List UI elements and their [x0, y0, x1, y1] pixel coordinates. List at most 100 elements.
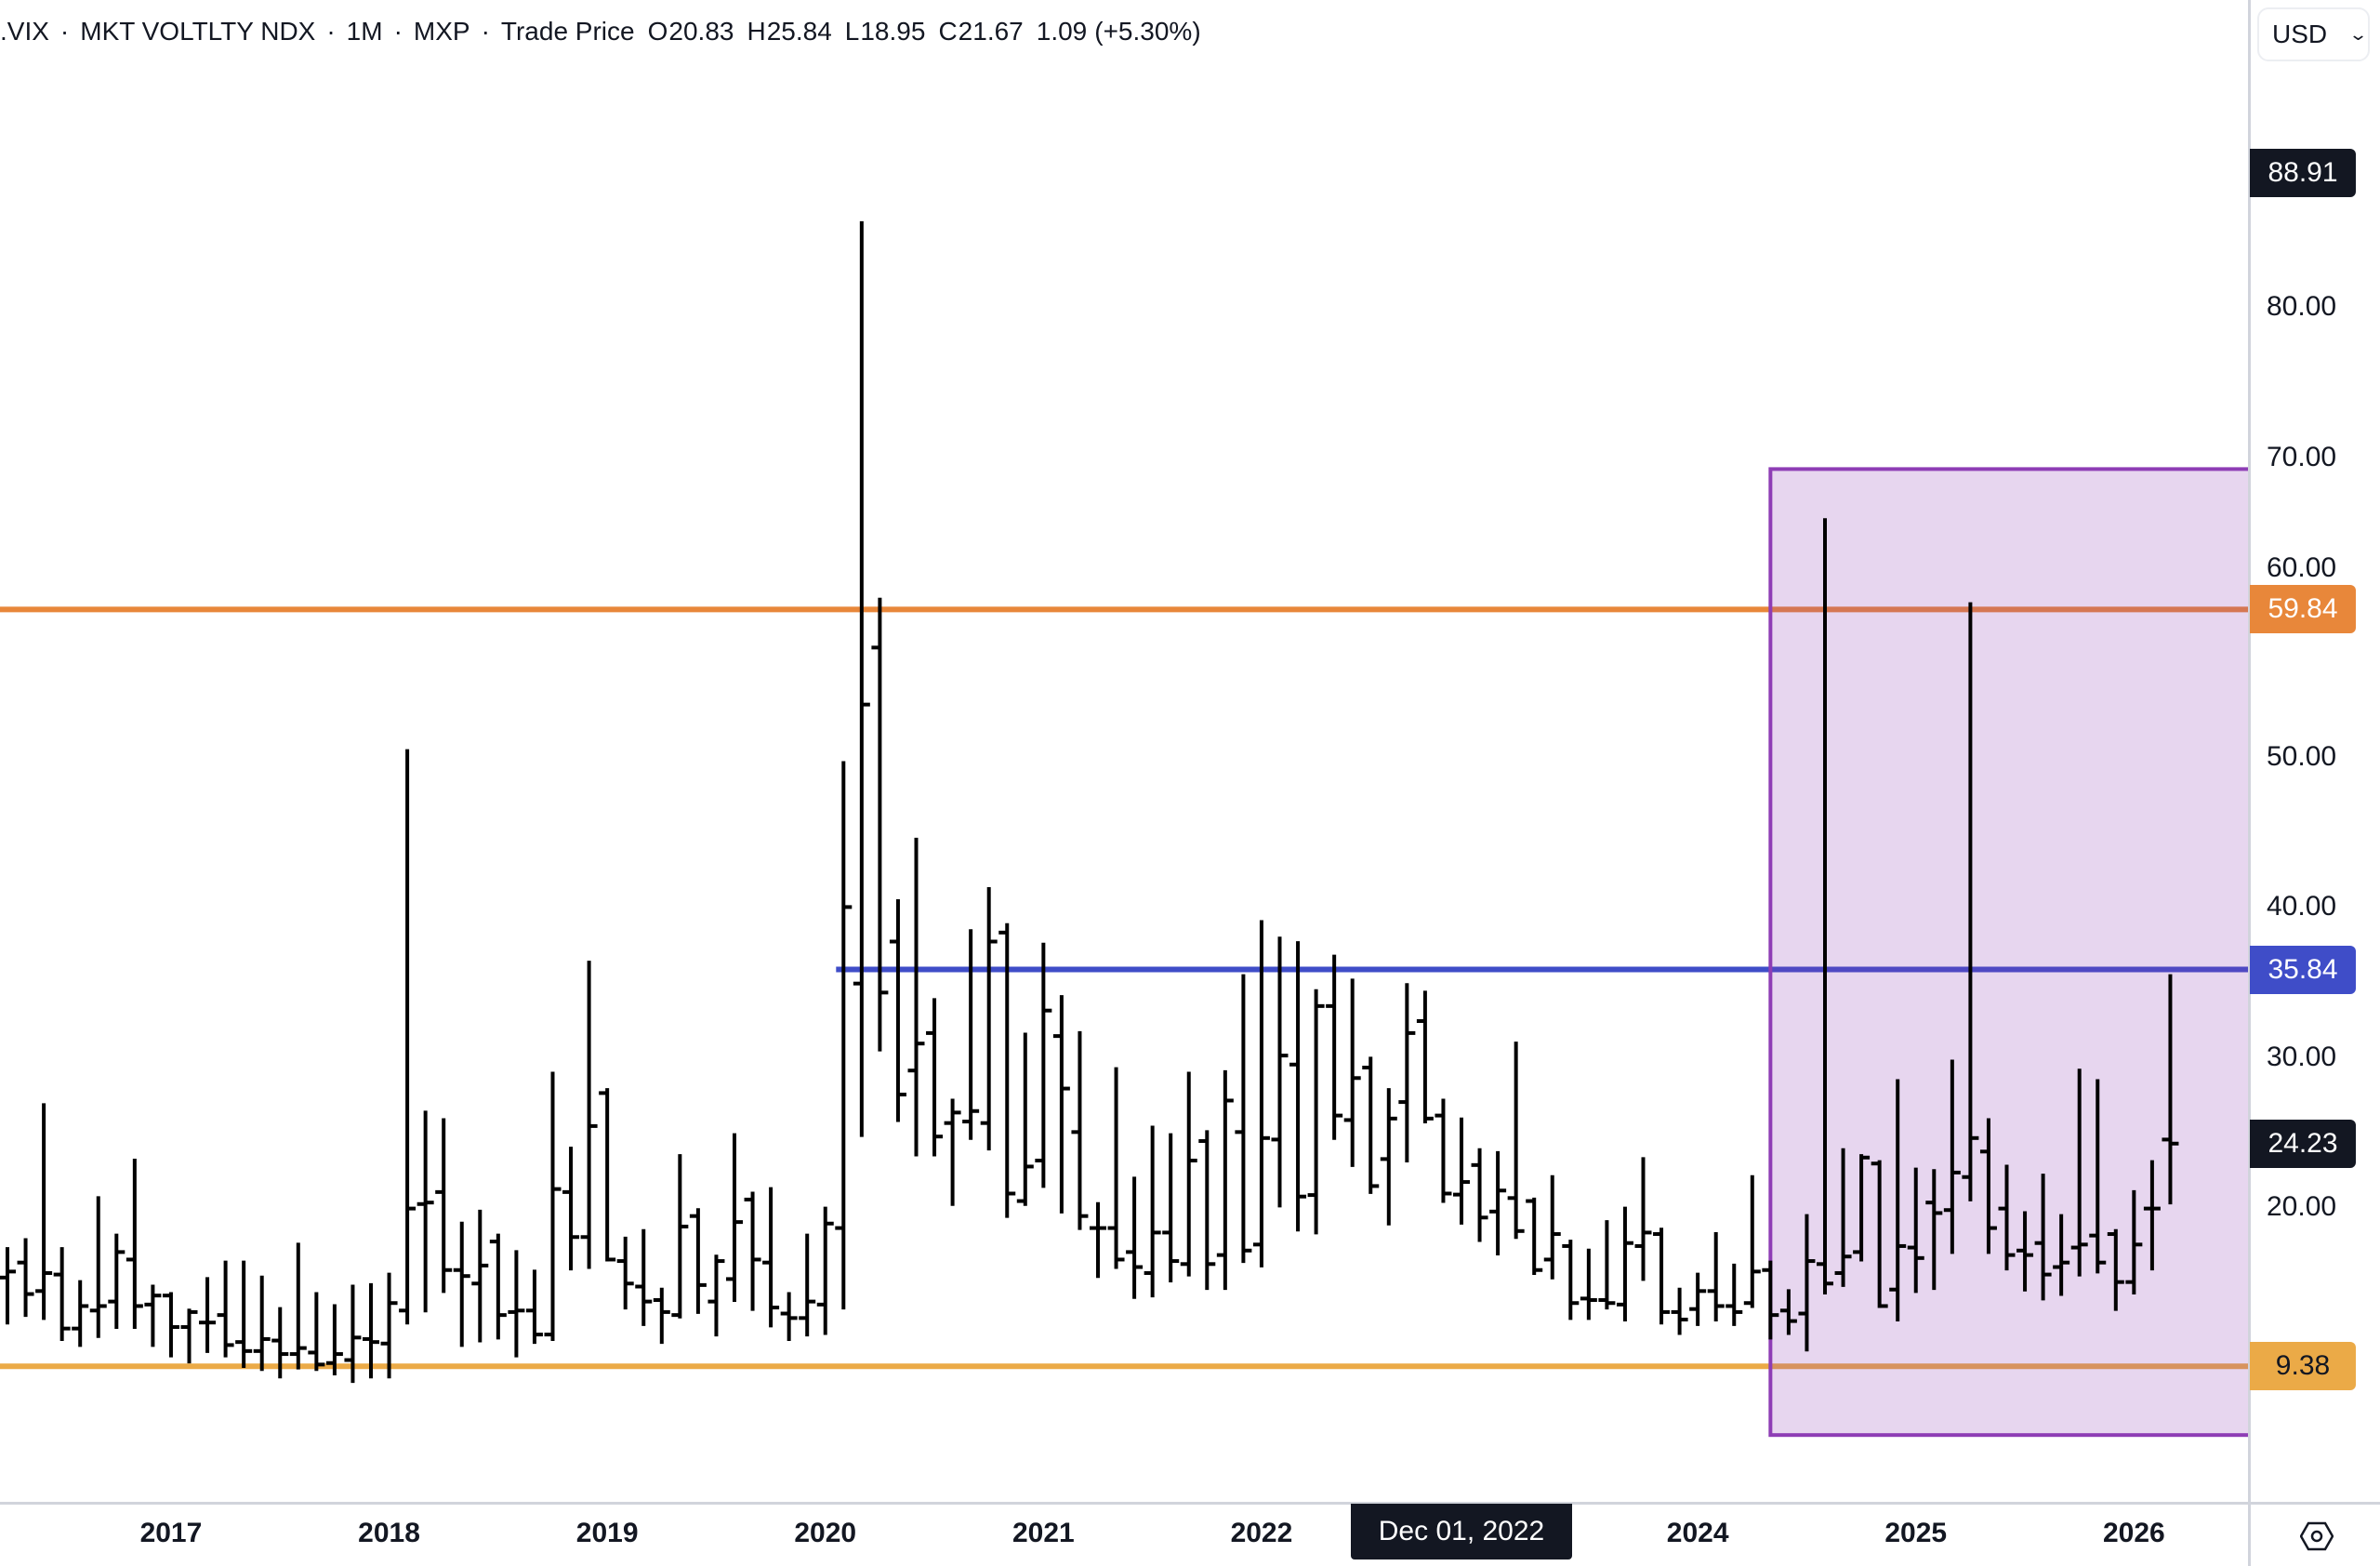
- time-tick-label: 2025: [1884, 1518, 1948, 1548]
- ohlc-bar: [1671, 1287, 1688, 1335]
- ohlc-bar: [108, 1233, 126, 1330]
- ohlc-bar: [89, 1196, 107, 1338]
- ohlc-bar: [235, 1260, 253, 1368]
- time-tick-label: 2022: [1230, 1518, 1293, 1548]
- ohlc-bar: [1144, 1125, 1161, 1298]
- ohlc-bar: [1326, 954, 1343, 1140]
- ohlc-bar: [1889, 1079, 1907, 1321]
- ohlc-close: C21.67: [938, 17, 1024, 46]
- ohlc-bar: [1689, 1272, 1707, 1326]
- ohlc-bar: [1435, 1098, 1452, 1203]
- ohlc-bar: [1798, 1214, 1816, 1352]
- ohlc-bar: [980, 887, 998, 1151]
- ohlc-bar: [525, 1269, 543, 1345]
- ohlc-bar: [2016, 1211, 2034, 1292]
- currency-button[interactable]: USD ⌄: [2257, 7, 2370, 61]
- ohlc-bar: [780, 1292, 798, 1341]
- ohlc-bar: [1398, 983, 1416, 1162]
- time-tick-label: 2019: [575, 1518, 639, 1548]
- ohlc-bar: [2107, 1228, 2124, 1311]
- ohlc-bar: [217, 1260, 234, 1358]
- time-tick-label: 2024: [1666, 1518, 1729, 1548]
- ohlc-bar: [380, 1272, 398, 1379]
- price-tag: 24.23: [2250, 1119, 2356, 1168]
- ohlc-bar: [1707, 1232, 1725, 1321]
- ohlc-bar: [1343, 978, 1361, 1167]
- ohlc-low: L18.95: [844, 17, 926, 46]
- time-axis[interactable]: [0, 1502, 2380, 1566]
- ohlc-bar: [653, 1287, 670, 1345]
- ohlc-bar: [1543, 1174, 1561, 1280]
- ohlc-bar: [2034, 1174, 2052, 1301]
- ohlc-bar: [144, 1284, 162, 1347]
- ohlc-bar: [762, 1187, 780, 1328]
- ohlc-bar: [1962, 602, 1979, 1201]
- time-tick-label: 2020: [794, 1518, 857, 1548]
- symbol[interactable]: .VIX: [0, 17, 49, 46]
- price-chart-plot[interactable]: [0, 0, 2248, 1502]
- ohlc-bar: [1416, 990, 1434, 1124]
- instrument-name: MKT VOLTLTY NDX: [80, 17, 316, 46]
- currency-label: USD: [2272, 20, 2328, 48]
- ohlc-bar: [799, 1233, 816, 1337]
- ohlc-bar: [17, 1238, 34, 1318]
- ohlc-bar: [1726, 1263, 1743, 1326]
- ohlc-bar: [35, 1103, 53, 1320]
- ohlc-bar: [471, 1209, 489, 1343]
- ohlc-bar: [435, 1118, 453, 1294]
- ohlc-bar: [1925, 1169, 1943, 1291]
- ohlc-bar: [308, 1292, 325, 1372]
- ohlc-bar: [363, 1282, 379, 1379]
- ohlc-open: O20.83: [647, 17, 734, 46]
- ohlc-bar: [2162, 974, 2179, 1205]
- ohlc-bar: [1580, 1248, 1597, 1320]
- ohlc-bar: [926, 998, 944, 1157]
- ohlc-bar: [53, 1247, 71, 1341]
- ohlc-bar: [1180, 1071, 1197, 1277]
- ohlc-bar: [1616, 1206, 1633, 1321]
- ohlc-bar: [2089, 1079, 2107, 1274]
- ohlc-bar: [1307, 989, 1325, 1235]
- separator: ·: [326, 17, 336, 46]
- separator: ·: [60, 17, 70, 46]
- ohlc-bar: [835, 761, 853, 1310]
- ohlc-bar: [889, 898, 906, 1122]
- price-axis[interactable]: [2248, 0, 2380, 1502]
- ohlc-bar: [1216, 1069, 1234, 1291]
- ohlc-bar: [635, 1228, 653, 1326]
- ohlc-bar: [1289, 941, 1307, 1232]
- ohlc-bar: [1471, 1148, 1488, 1242]
- ohlc-bar: [1380, 1088, 1397, 1226]
- ohlc-bar: [1126, 1176, 1144, 1299]
- ohlc-bar: [616, 1236, 634, 1310]
- ohlc-bar: [126, 1158, 143, 1330]
- ohlc-bar: [998, 922, 1016, 1218]
- price-tick-label: 80.00: [2267, 291, 2337, 323]
- ohlc-bar: [289, 1242, 307, 1370]
- ohlc-bar: [1489, 1150, 1507, 1256]
- ohlc-bar: [1016, 1032, 1034, 1206]
- ohlc-bar: [1779, 1289, 1797, 1335]
- ohlc-bar: [399, 749, 416, 1325]
- interval[interactable]: 1M: [346, 17, 383, 46]
- ohlc-bar: [1634, 1157, 1652, 1281]
- level-price-tag: 59.84: [2250, 585, 2356, 634]
- ohlc-bar: [671, 1154, 689, 1319]
- ohlc-bar: [853, 220, 870, 1137]
- ohlc-bar: [344, 1284, 362, 1384]
- ohlc-bar: [1943, 1059, 1961, 1254]
- ohlc-bar: [1762, 1260, 1779, 1340]
- ohlc-bar: [0, 1247, 16, 1325]
- hexagon-settings-icon[interactable]: [2300, 1520, 2334, 1553]
- ohlc-bar: [180, 1308, 198, 1364]
- ohlc-bar: [453, 1221, 470, 1347]
- ohlc-bar: [1362, 1056, 1380, 1194]
- ohlc-bar: [544, 1071, 562, 1341]
- price-tag: 88.91: [2250, 149, 2356, 198]
- axis-corner: [2248, 1502, 2380, 1566]
- ohlc-bar: [726, 1133, 743, 1303]
- price-tick-label: 70.00: [2267, 441, 2337, 472]
- ohlc-bar: [253, 1275, 271, 1372]
- price-tick-label: 50.00: [2267, 741, 2337, 773]
- exchange: MXP: [413, 17, 470, 46]
